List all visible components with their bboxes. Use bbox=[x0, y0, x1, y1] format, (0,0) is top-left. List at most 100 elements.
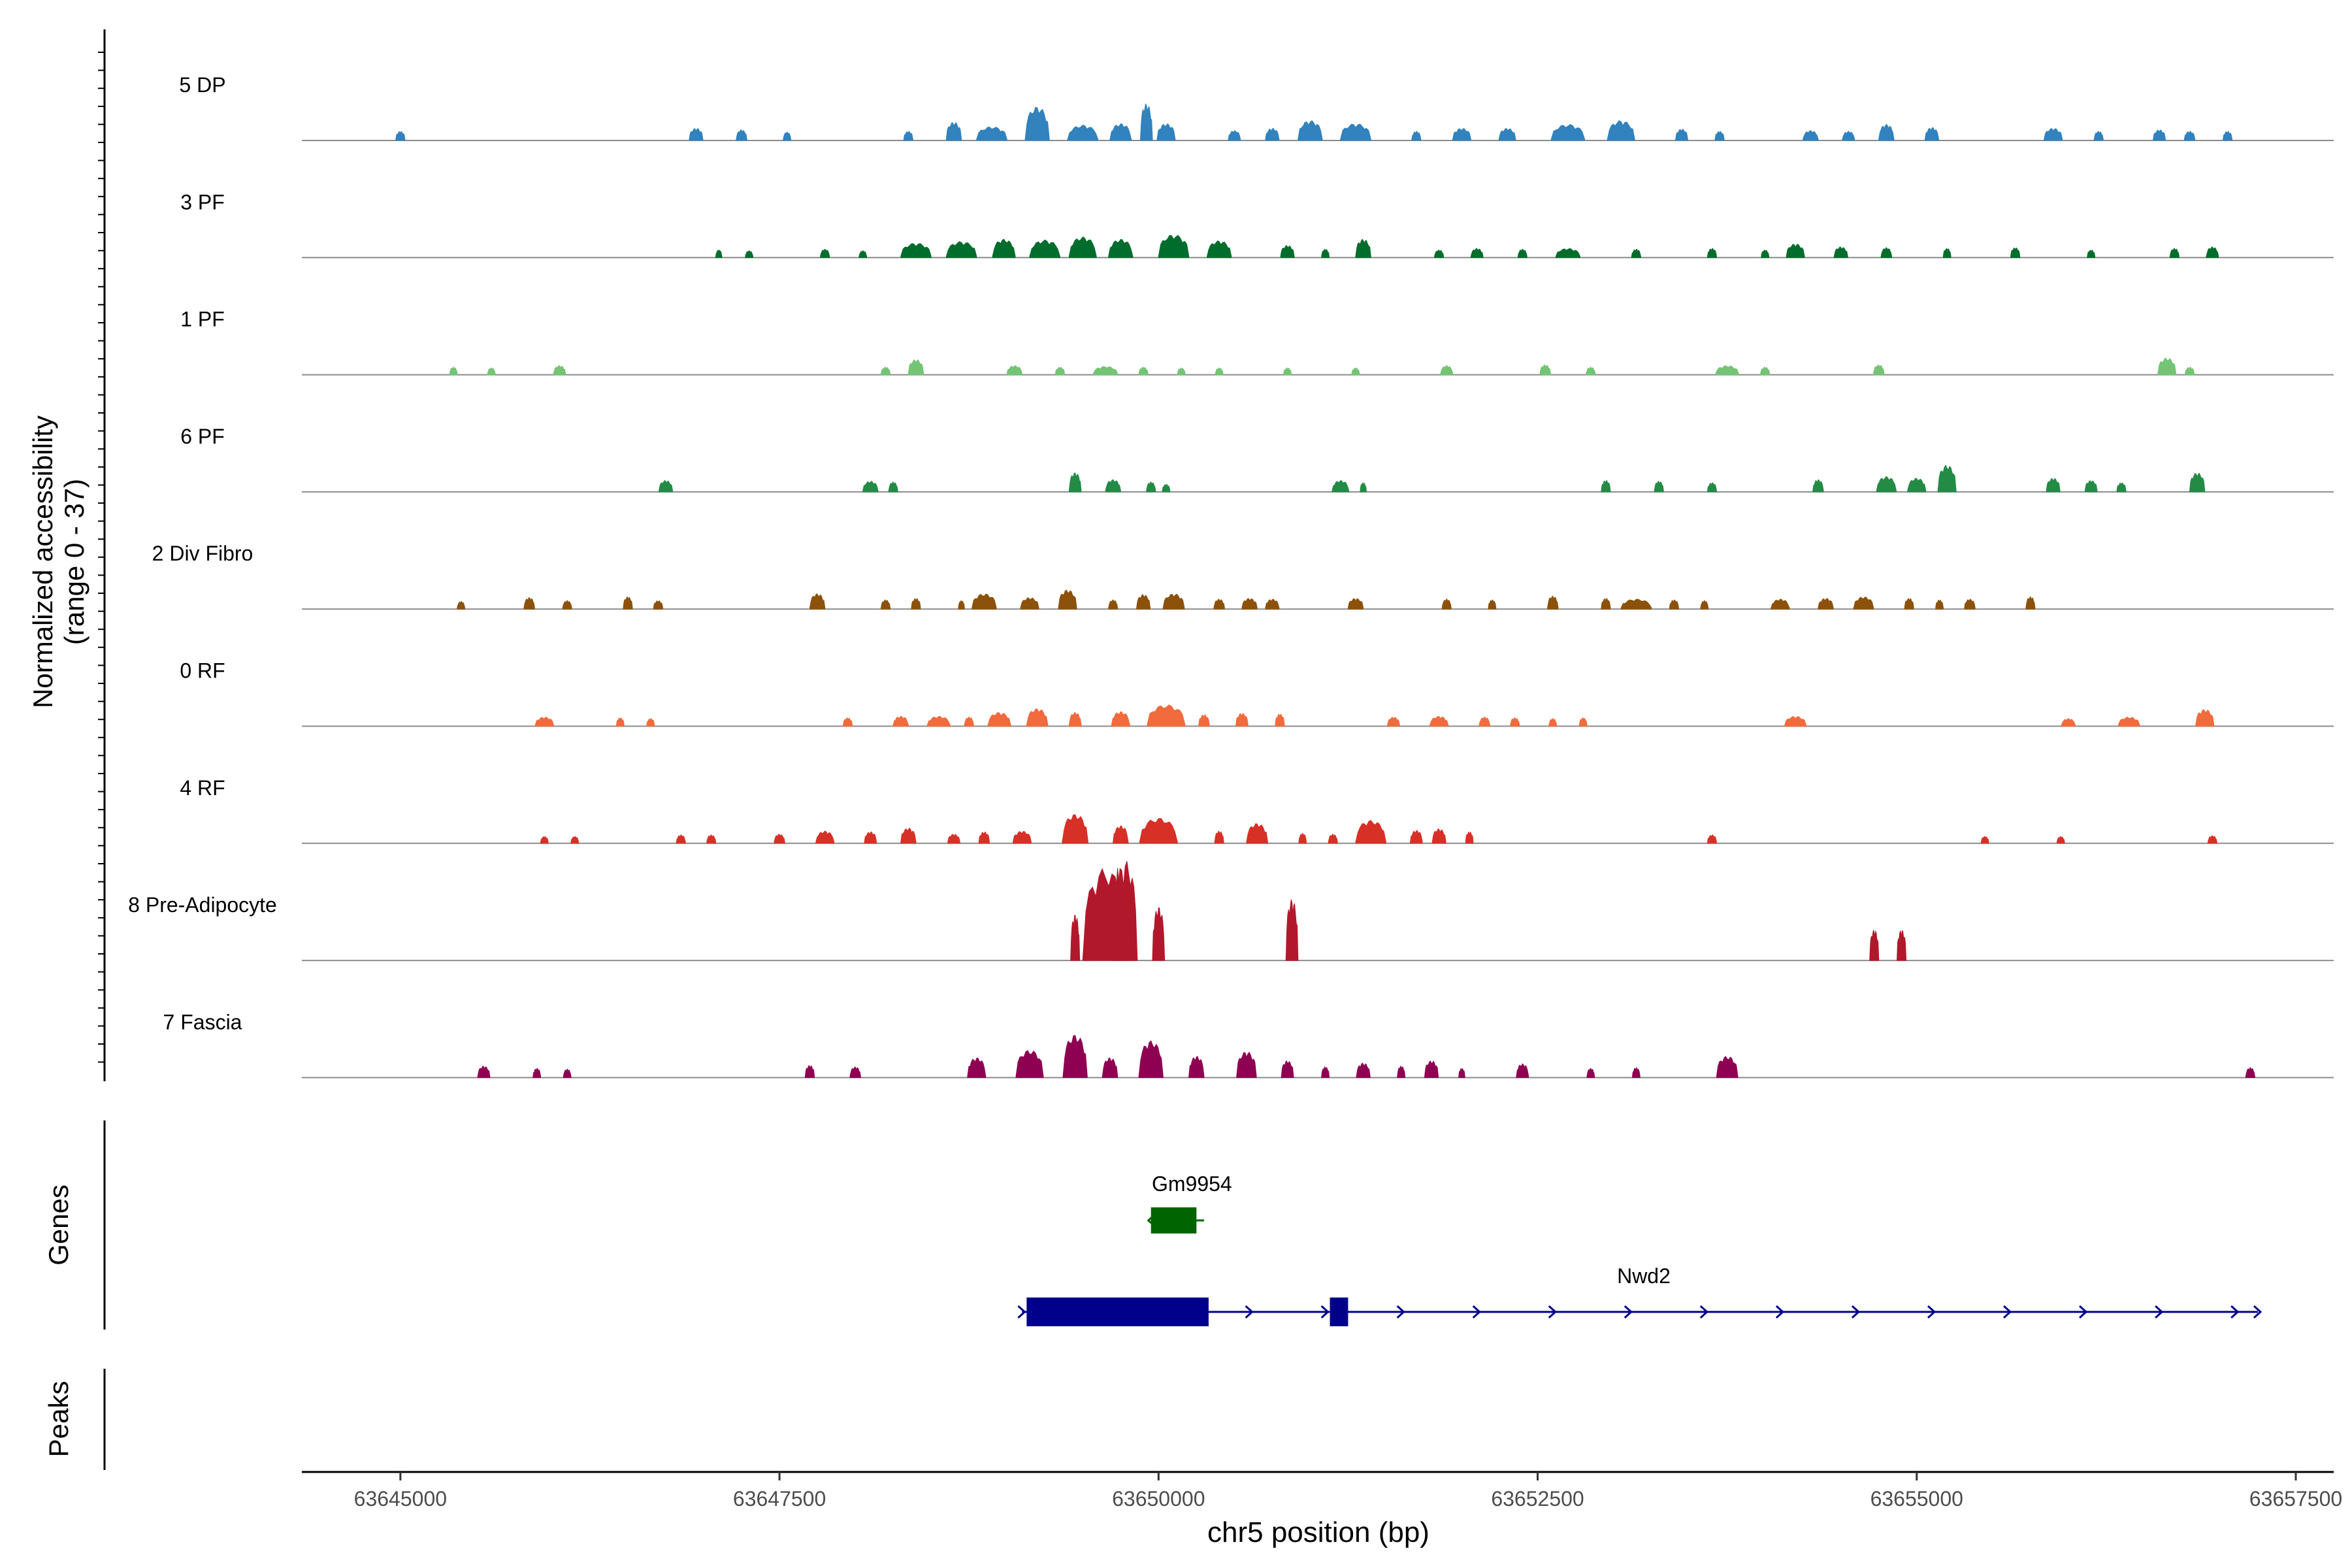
coverage-peak bbox=[888, 481, 898, 493]
coverage-peak bbox=[926, 715, 951, 727]
coverage-peak bbox=[1387, 717, 1400, 727]
coverage-peak bbox=[1084, 907, 1091, 961]
coverage-peak bbox=[1812, 480, 1824, 493]
track-label: 2 Div Fibro bbox=[152, 542, 253, 565]
coverage-peak bbox=[1771, 598, 1790, 610]
coverage-peak bbox=[1093, 366, 1119, 376]
track-2-div-fibro: 2 Div Fibro bbox=[152, 542, 2334, 610]
coverage-peak bbox=[1714, 131, 1725, 141]
strand-arrow bbox=[1472, 1305, 1481, 1319]
coverage-peak bbox=[964, 716, 974, 727]
coverage-peak bbox=[1138, 1040, 1164, 1078]
coverage-peak bbox=[1162, 483, 1171, 493]
y-axis-label-line2: (range 0 - 37) bbox=[59, 479, 90, 645]
coverage-peak bbox=[1105, 479, 1121, 493]
coverage-peak bbox=[1108, 238, 1134, 258]
coverage-peak bbox=[1458, 1068, 1465, 1078]
coverage-peak bbox=[1058, 589, 1077, 610]
coverage-peak bbox=[1411, 131, 1422, 141]
coverage-peak bbox=[1434, 250, 1445, 258]
strand-arrow bbox=[1320, 1305, 1330, 1319]
strand-arrow bbox=[1624, 1305, 1633, 1319]
coverage-peak bbox=[659, 480, 673, 493]
coverage-peak bbox=[562, 600, 572, 610]
coverage-peak bbox=[1869, 930, 1880, 961]
coverage-peak bbox=[1716, 1056, 1739, 1078]
coverage-peak bbox=[805, 1065, 815, 1078]
coverage-peak bbox=[745, 250, 753, 258]
strand-arrow bbox=[2003, 1305, 2012, 1319]
coverage-peak bbox=[2245, 1067, 2255, 1078]
coverage-peak bbox=[1241, 598, 1258, 610]
coverage-peak bbox=[1424, 1060, 1439, 1078]
coverage-peak bbox=[1265, 598, 1280, 610]
coverage-peak bbox=[1601, 480, 1611, 493]
coverage-peak bbox=[1062, 814, 1088, 844]
coverage-peak bbox=[858, 250, 867, 258]
coverage-peak bbox=[2084, 480, 2098, 493]
coverage-peak bbox=[1321, 248, 1330, 258]
coverage-peak bbox=[1280, 244, 1295, 258]
coverage-peak bbox=[1669, 599, 1679, 610]
coverage-peak bbox=[2010, 247, 2021, 258]
coverage-peak bbox=[1340, 123, 1371, 141]
coverage-peak bbox=[1068, 236, 1097, 258]
coverage-peak bbox=[1555, 248, 1580, 258]
gene-label: Nwd2 bbox=[1617, 1264, 1671, 1288]
coverage-peak bbox=[1632, 1067, 1641, 1078]
gene-exon bbox=[1330, 1298, 1348, 1326]
coverage-peak bbox=[945, 122, 962, 141]
coverage-peak bbox=[978, 831, 990, 844]
coverage-peak bbox=[1188, 1056, 1205, 1078]
strand-arrow bbox=[1699, 1305, 1709, 1319]
coverage-peak bbox=[653, 600, 663, 610]
gene-exon bbox=[1026, 1298, 1209, 1326]
strand-arrow bbox=[1093, 1305, 1102, 1319]
coverage-peak bbox=[774, 834, 785, 844]
coverage-peak bbox=[2189, 472, 2206, 493]
coverage-peak bbox=[849, 1066, 861, 1078]
coverage-peak bbox=[2183, 131, 2196, 141]
coverage-peak bbox=[1281, 1060, 1294, 1078]
coverage-peak bbox=[1138, 367, 1149, 376]
track-3-pf: 3 PF bbox=[180, 190, 2334, 259]
coverage-peak bbox=[1786, 244, 1805, 258]
coverage-peak bbox=[1214, 830, 1224, 844]
coverage-peak bbox=[1429, 715, 1449, 727]
coverage-peak bbox=[2044, 128, 2063, 141]
coverage-peak bbox=[947, 834, 960, 844]
genes-track-label: Genes bbox=[43, 1184, 74, 1266]
coverage-peak bbox=[715, 250, 723, 258]
coverage-peak bbox=[1109, 123, 1132, 141]
coverage-peak bbox=[1907, 478, 1927, 493]
track-label: 5 DP bbox=[179, 73, 225, 97]
coverage-peak bbox=[1146, 481, 1156, 493]
coverage-peak bbox=[1068, 472, 1082, 493]
coverage-peak bbox=[1067, 124, 1098, 141]
coverage-peak bbox=[1139, 818, 1178, 844]
coverage-peak bbox=[1452, 128, 1471, 141]
coverage-peak bbox=[1177, 367, 1186, 376]
coverage-peak bbox=[1937, 465, 1957, 493]
coverage-peak bbox=[487, 367, 496, 376]
coverage-peak bbox=[987, 711, 1011, 727]
coverage-peak bbox=[1601, 598, 1611, 610]
track-1-pf: 1 PF bbox=[180, 308, 2334, 376]
coverage-peak bbox=[992, 238, 1016, 258]
coverage-peak bbox=[1111, 711, 1130, 727]
coverage-peak bbox=[1707, 248, 1717, 258]
coverage-peak bbox=[900, 243, 932, 258]
coverage-peak bbox=[1935, 599, 1944, 610]
track-8-pre-adipocyte: 8 Pre-Adipocyte bbox=[128, 861, 2334, 962]
coverage-peak bbox=[1470, 248, 1484, 258]
coverage-peak bbox=[1631, 249, 1641, 258]
coverage-peak bbox=[534, 717, 554, 727]
coverage-peak bbox=[1055, 367, 1065, 376]
coverage-peak bbox=[892, 715, 909, 727]
coverage-peak bbox=[2046, 478, 2061, 493]
coverage-peak bbox=[945, 241, 977, 258]
track-0-rf: 0 RF bbox=[180, 659, 2334, 727]
coverage-peak bbox=[2157, 357, 2177, 376]
coverage-peak bbox=[477, 1066, 491, 1078]
coverage-peak bbox=[1108, 599, 1119, 610]
